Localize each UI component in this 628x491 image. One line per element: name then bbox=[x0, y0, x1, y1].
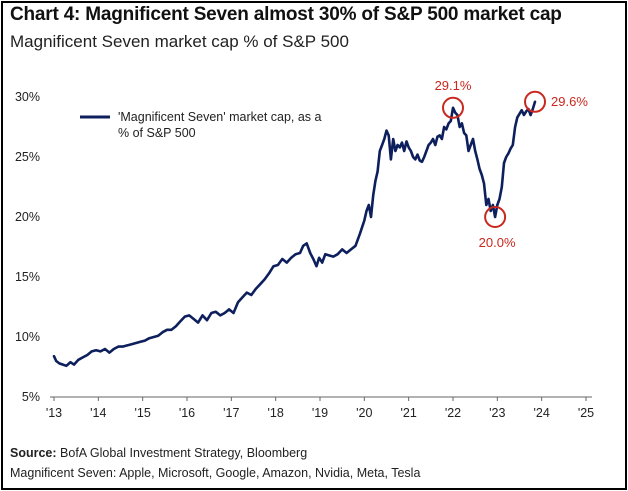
y-tick-label: 5% bbox=[22, 390, 40, 404]
annotation-label: 29.1% bbox=[435, 78, 472, 93]
x-tick-label: '20 bbox=[356, 406, 372, 420]
y-tick-label: 20% bbox=[15, 210, 40, 224]
x-tick-label: '19 bbox=[312, 406, 328, 420]
y-tick-label: 15% bbox=[15, 270, 40, 284]
annotation-circle bbox=[484, 206, 507, 228]
chart-title: Chart 4: Magnificent Seven almost 30% of… bbox=[10, 4, 562, 25]
x-tick-label: '13 bbox=[46, 406, 62, 420]
chart-subtitle: Magnificent Seven market cap % of S&P 50… bbox=[10, 32, 349, 51]
x-tick-label: '16 bbox=[179, 406, 195, 420]
y-tick-label: 25% bbox=[15, 150, 40, 164]
legend-label: 'Magnificent Seven' market cap, as a% of… bbox=[118, 110, 322, 140]
x-tick-label: '15 bbox=[135, 406, 151, 420]
source-text: BofA Global Investment Strategy, Bloombe… bbox=[60, 446, 308, 460]
source-label: Source: bbox=[10, 446, 57, 460]
annotation-label: 29.6% bbox=[551, 94, 588, 109]
footnote: Magnificent Seven: Apple, Microsoft, Goo… bbox=[10, 466, 421, 480]
x-tick-label: '21 bbox=[401, 406, 417, 420]
y-tick-label: 30% bbox=[15, 90, 40, 104]
x-tick-label: '14 bbox=[90, 406, 106, 420]
x-tick-label: '17 bbox=[223, 406, 239, 420]
source-line: Source: BofA Global Investment Strategy,… bbox=[10, 446, 307, 460]
annotation-circle bbox=[524, 90, 547, 113]
y-tick-label: 10% bbox=[15, 330, 40, 344]
annotation-circle bbox=[442, 96, 464, 119]
series-line bbox=[52, 100, 537, 368]
x-tick-label: '22 bbox=[445, 406, 461, 420]
x-tick-label: '24 bbox=[534, 406, 550, 420]
x-tick-label: '25 bbox=[578, 406, 594, 420]
annotation-label: 20.0% bbox=[479, 235, 516, 250]
x-tick-label: '23 bbox=[489, 406, 505, 420]
x-tick-label: '18 bbox=[268, 406, 284, 420]
